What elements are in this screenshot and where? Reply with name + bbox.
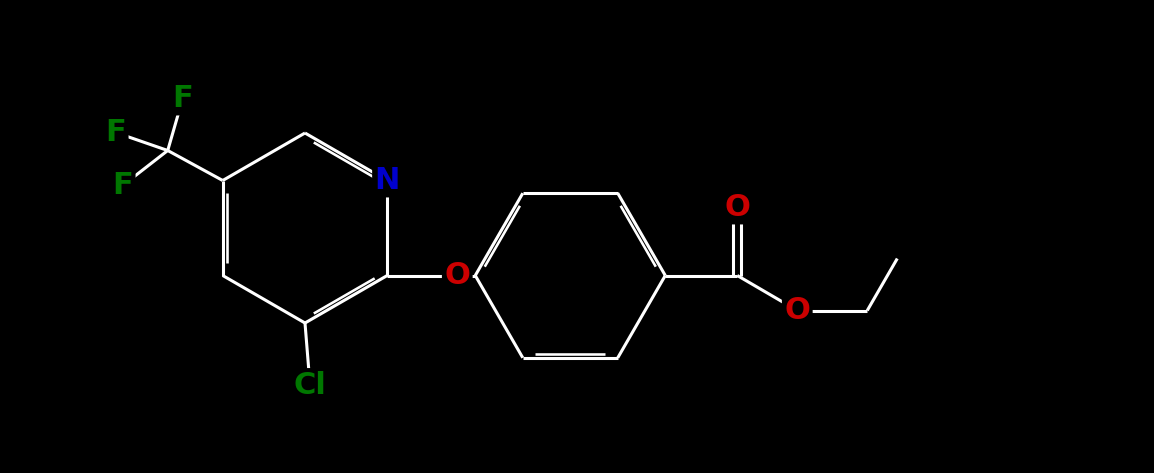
Text: O: O bbox=[444, 261, 470, 290]
Text: F: F bbox=[112, 171, 133, 200]
Text: O: O bbox=[725, 193, 750, 222]
Text: F: F bbox=[105, 118, 126, 147]
Text: N: N bbox=[375, 166, 400, 195]
Text: Cl: Cl bbox=[293, 370, 327, 400]
Text: F: F bbox=[172, 84, 193, 113]
Text: O: O bbox=[785, 296, 810, 325]
